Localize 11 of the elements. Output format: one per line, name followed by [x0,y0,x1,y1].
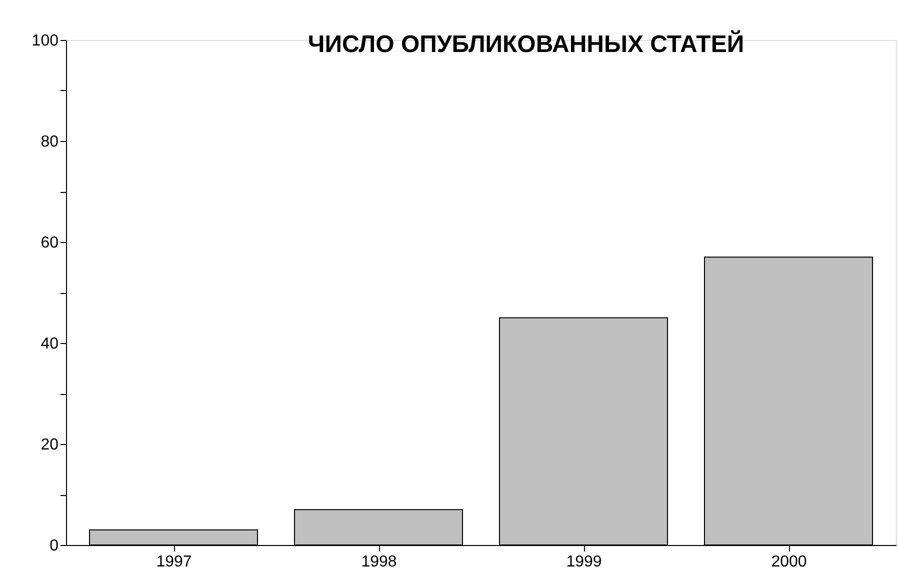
y-tick-label: 0 [50,538,59,554]
x-tick-label: 2000 [771,554,807,570]
y-tick-label: 40 [40,336,59,352]
y-tick-label: 60 [40,234,59,252]
y-tick-label: 100 [32,32,59,50]
x-tick-label: 1999 [566,554,602,570]
chart-title: ЧИСЛО ОПУБЛИКОВАННЫХ СТАТЕЙ [308,30,744,58]
y-tick-label: 20 [40,436,59,454]
x-tick-label: 1997 [156,554,192,570]
y-tick-label: 80 [40,134,59,150]
x-tick-label: 1998 [361,554,397,570]
